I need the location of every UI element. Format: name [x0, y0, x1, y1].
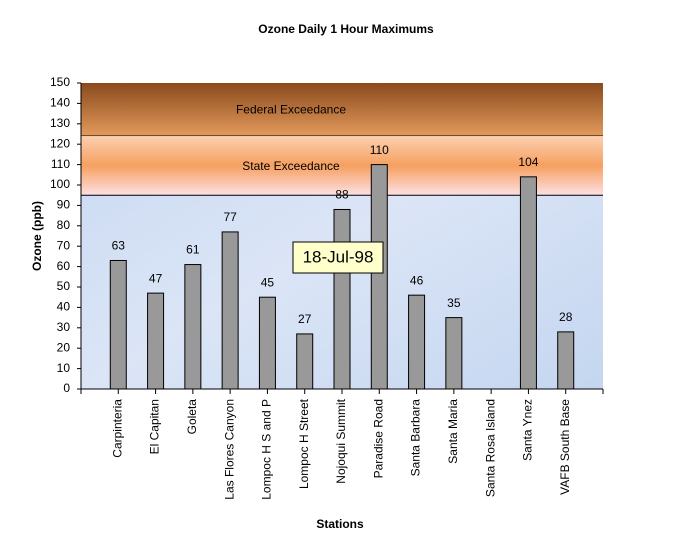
y-tick-label: 30	[57, 320, 71, 334]
y-tick-label: 0	[63, 381, 70, 395]
x-tick-label: Santa Barbara	[409, 399, 423, 477]
y-tick-label: 10	[57, 361, 71, 375]
exceedance-band	[81, 83, 603, 137]
bar	[445, 317, 463, 390]
y-tick-label: 100	[50, 177, 70, 191]
band-label: Federal Exceedance	[236, 103, 346, 117]
bar	[557, 331, 575, 390]
x-tick-label: Lompoc H Street	[297, 398, 311, 489]
y-tick-label: 40	[57, 300, 71, 314]
y-tick-label: 110	[51, 157, 70, 171]
bar	[370, 164, 388, 390]
x-tick-label: Goleta	[185, 399, 199, 435]
bar	[519, 176, 537, 390]
data-label: 110	[370, 143, 389, 157]
y-tick-label: 50	[57, 279, 71, 293]
x-tick-label: VAFB South Base	[558, 399, 572, 495]
y-axis-title: Ozone (ppb)	[30, 201, 44, 271]
x-tick-label: Nojoqui Summit	[334, 398, 348, 483]
bar	[221, 231, 239, 390]
x-tick-label: El Capitan	[148, 399, 162, 454]
y-tick-label: 120	[50, 136, 70, 150]
bar	[184, 264, 202, 390]
data-label: 45	[261, 275, 275, 289]
x-tick-label: Las Flores Canyon	[222, 399, 236, 500]
y-tick-label: 140	[50, 96, 70, 110]
data-label: 35	[447, 296, 461, 310]
x-tick-label: Carpinteria	[110, 399, 124, 458]
y-tick-label: 80	[57, 218, 71, 232]
data-label: 46	[410, 273, 424, 287]
data-label: 28	[559, 310, 573, 324]
x-axis-title: Stations	[316, 517, 364, 531]
chart-title: Ozone Daily 1 Hour Maximums	[258, 22, 434, 36]
x-tick-label: Santa Rosa Island	[483, 399, 497, 497]
data-label: 61	[186, 243, 200, 257]
data-label: 63	[112, 239, 126, 253]
data-label: 104	[518, 155, 538, 169]
bar	[408, 294, 426, 390]
y-tick-label: 60	[57, 259, 71, 273]
bar	[258, 296, 276, 390]
bar	[296, 333, 314, 390]
band-label: State Exceedance	[242, 159, 340, 173]
data-label: 77	[223, 210, 237, 224]
x-tick-label: Santa Ynez	[521, 399, 535, 461]
y-tick-label: 70	[57, 238, 71, 252]
x-tick-label: Paradise Road	[371, 399, 385, 478]
data-label: 27	[298, 312, 312, 326]
y-tick-label: 130	[50, 116, 70, 130]
x-tick-label: Santa Maria	[446, 399, 460, 464]
annotation: 18-Jul-98	[303, 247, 374, 266]
y-tick-label: 90	[57, 198, 71, 212]
bar	[147, 292, 165, 390]
data-label: 47	[149, 271, 163, 285]
y-tick-label: 150	[50, 75, 70, 89]
bar	[109, 259, 127, 390]
exceedance-band	[81, 136, 603, 196]
y-tick-label: 20	[57, 340, 71, 354]
bar	[333, 208, 351, 390]
data-label: 88	[335, 188, 349, 202]
x-tick-label: Lompoc H S and P	[260, 399, 274, 500]
annotation-box	[292, 241, 384, 274]
